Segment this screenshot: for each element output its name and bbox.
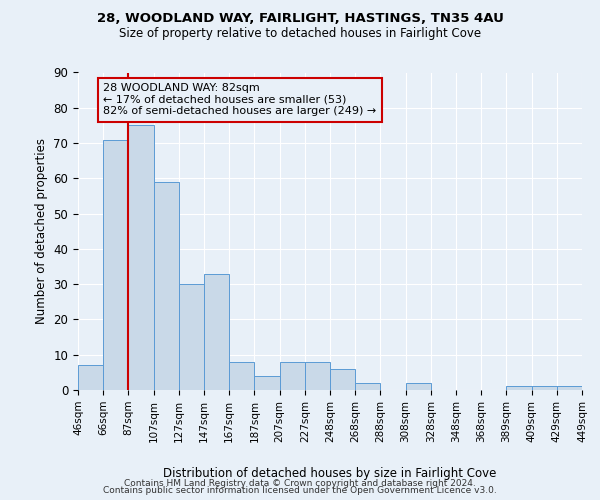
Bar (506, 386, 532, 390)
Bar (103, 140, 128, 390)
Bar (128, 126, 154, 390)
Text: Contains HM Land Registry data © Crown copyright and database right 2024.: Contains HM Land Registry data © Crown c… (124, 478, 476, 488)
Text: Distribution of detached houses by size in Fairlight Cove: Distribution of detached houses by size … (163, 468, 497, 480)
Bar (330, 369, 355, 390)
Bar (532, 386, 557, 390)
Bar (179, 284, 204, 390)
Text: 28 WOODLAND WAY: 82sqm
← 17% of detached houses are smaller (53)
82% of semi-det: 28 WOODLAND WAY: 82sqm ← 17% of detached… (103, 83, 376, 116)
Text: Contains public sector information licensed under the Open Government Licence v3: Contains public sector information licen… (103, 486, 497, 495)
Bar (355, 383, 380, 390)
Y-axis label: Number of detached properties: Number of detached properties (35, 138, 48, 324)
Text: 28, WOODLAND WAY, FAIRLIGHT, HASTINGS, TN35 4AU: 28, WOODLAND WAY, FAIRLIGHT, HASTINGS, T… (97, 12, 503, 26)
Bar (406, 383, 431, 390)
Bar (78, 366, 103, 390)
Bar (154, 182, 179, 390)
Bar (557, 386, 582, 390)
Bar (254, 376, 280, 390)
Bar (229, 362, 254, 390)
Bar (204, 274, 229, 390)
Bar (280, 362, 305, 390)
Bar (305, 362, 330, 390)
Text: Size of property relative to detached houses in Fairlight Cove: Size of property relative to detached ho… (119, 28, 481, 40)
